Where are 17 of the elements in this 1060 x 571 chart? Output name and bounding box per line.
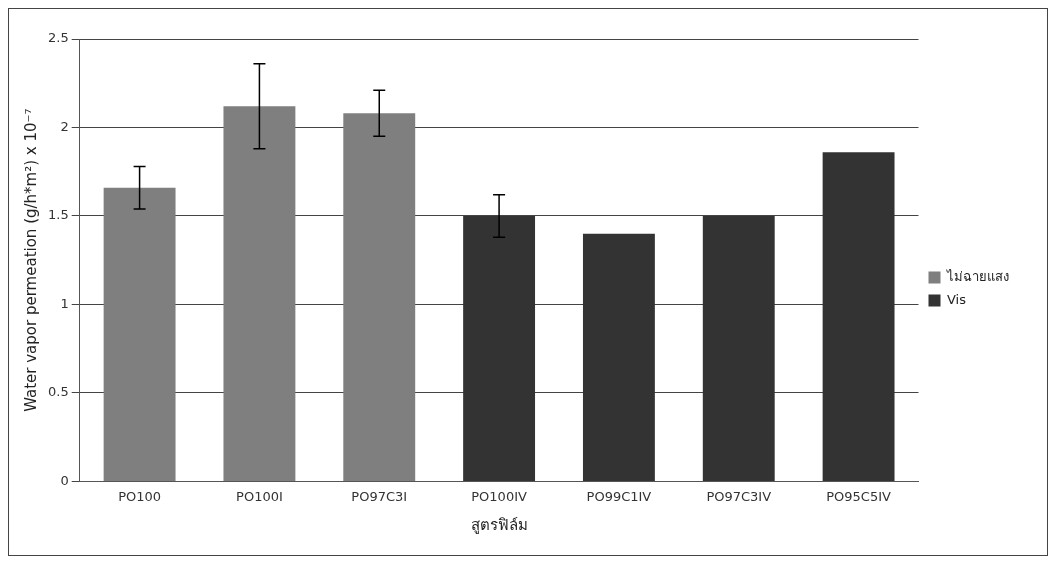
y-tick-label: 0.5 — [47, 384, 69, 400]
legend-label: Vis — [947, 291, 967, 307]
x-tick-label: PO99C1IV — [586, 488, 652, 504]
x-tick-label: PO100I — [236, 488, 283, 504]
x-axis-title: สูตรฟิล์ม — [470, 515, 528, 534]
x-tick-label: PO95C5IV — [826, 488, 892, 504]
y-tick-label: 1.5 — [47, 207, 69, 223]
y-axis-title: Water vapor permeation (g/h*m²) x 10⁻⁷ — [21, 108, 40, 412]
x-tick-label: PO100 — [118, 488, 162, 504]
y-tick-label: 0 — [60, 472, 69, 488]
y-tick-label: 2 — [60, 118, 69, 134]
legend-label: ไม่ฉายแสง — [946, 268, 1009, 284]
x-tick-label: PO97C3I — [351, 488, 408, 504]
x-tick-label: PO100IV — [471, 488, 527, 504]
y-tick-label: 1 — [60, 295, 69, 311]
x-tick-label: PO97C3IV — [706, 488, 772, 504]
y-tick-label: 2.5 — [47, 30, 69, 46]
